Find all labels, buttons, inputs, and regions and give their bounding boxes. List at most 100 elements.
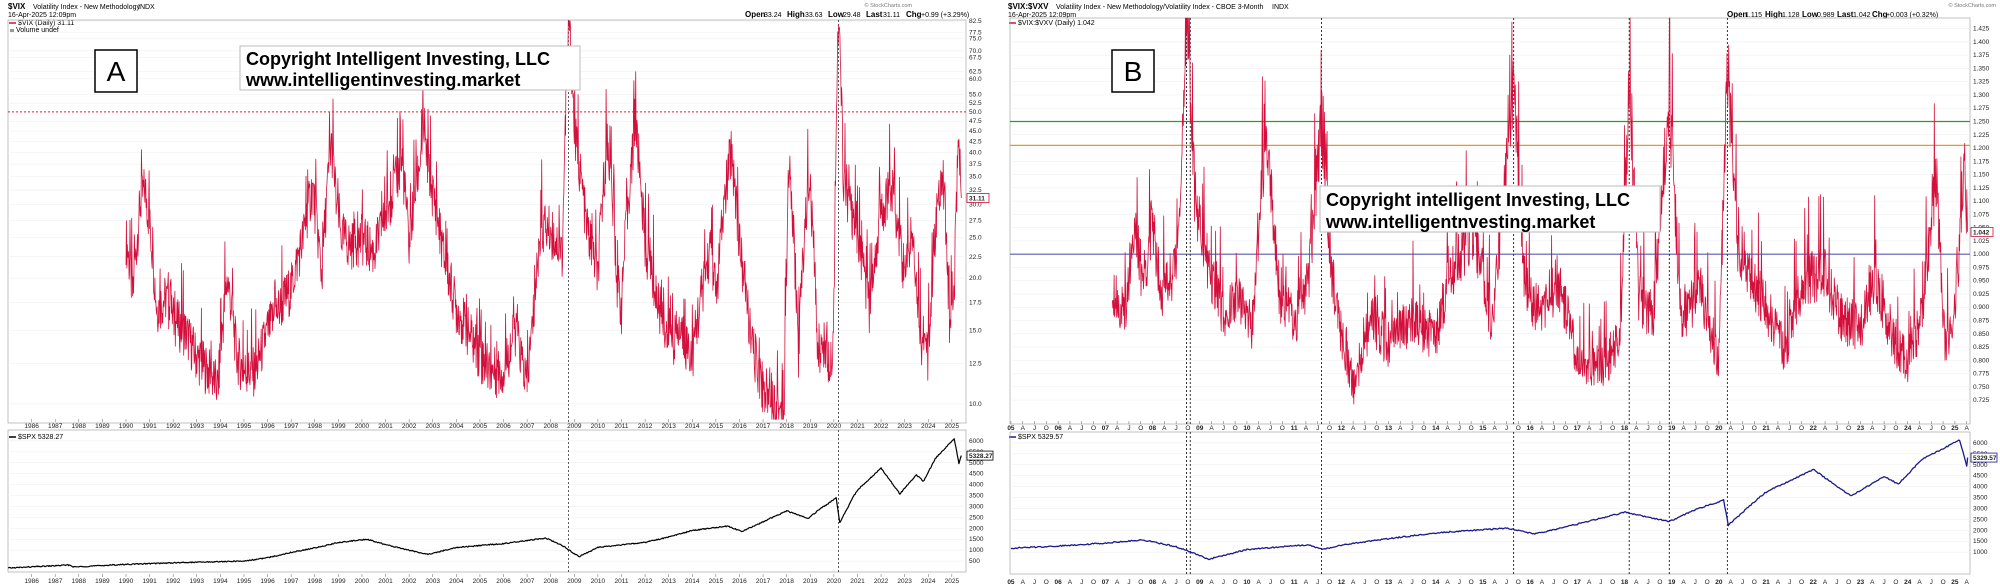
ratio-x-tick-label: O [1893,425,1898,432]
vix-current-value: 31.11 [969,196,985,203]
spxb-x-tick-label: O [1705,579,1710,586]
ratio-y-tick-label: 1.375 [1973,52,1990,59]
spxb-x-tick-label: 12 [1338,579,1346,586]
vix-x-tick-label: 1999 [331,423,346,430]
spxb-x-tick-label: 11 [1291,579,1298,586]
ratio-x-tick-label: 13 [1385,425,1393,432]
ratio-x-tick-label: J [1222,425,1225,432]
ratio-y-tick-label: 1.325 [1973,79,1990,86]
vix-x-tick-label: 2001 [378,423,393,430]
ratio-x-tick-label: A [1729,425,1734,432]
ratio-x-tick-label: O [1610,425,1615,432]
ratio-y-tick-label: 1.075 [1973,211,1990,218]
spxb-y-tick-label: 6000 [1973,440,1988,447]
vix-y-tick-label: 10.0 [969,401,982,408]
spxb-x-tick-label: J [1316,579,1319,586]
spxb-x-tick-label: A [1823,579,1828,586]
ratio-x-tick-label: A [1634,425,1639,432]
spxb-y-tick-label: 2500 [1973,516,1988,523]
spxb-x-tick-label: A [1068,579,1073,586]
vix-x-tick-label: 2004 [449,423,464,430]
ratio-x-tick-label: 07 [1102,425,1110,432]
spxb-x-tick-label: O [1941,579,1946,586]
spxb-x-tick-label: J [1458,579,1461,586]
spxb-series-line [1010,439,1969,561]
vix-y-tick-label: 60.0 [969,76,982,83]
panel-b: $VIX:$VXV Volatility Index - New Methodo… [1007,2,1998,586]
ratio-x-tick-label: O [1469,425,1474,432]
vix-x-tick-label: 1993 [190,423,205,430]
spxb-x-tick-label: A [1965,579,1970,586]
ratio-x-tick-label: O [1327,425,1332,432]
spxb-x-tick-label: J [1599,579,1602,586]
vix-x-tick-label: 1997 [284,423,299,430]
spxa-legend-label: $SPX 5328.27 [18,434,63,441]
spxb-x-tick-label: A [1776,579,1781,586]
vix-y-tick-label: 50.0 [969,109,982,116]
ratio-description: Volatility Index - New Methodology/Volat… [1056,4,1263,11]
ratio-x-tick-label: O [1752,425,1757,432]
spxb-x-tick-label: 24 [1904,579,1912,586]
spxb-x-tick-label: A [1634,579,1639,586]
ratio-x-tick-label: A [1540,425,1545,432]
spxb-x-tick-label: O [1610,579,1615,586]
ratio-low-label: Low [1802,10,1819,19]
spxb-current-value: 5329.57 [1973,455,1997,462]
ratio-x-tick-label: O [1657,425,1662,432]
vix-high-label: High [787,10,805,19]
spxa-x-tick-label: 2005 [473,578,488,585]
ratio-x-tick-label: 16 [1527,425,1535,432]
spxb-x-tick-label: A [1021,579,1026,586]
spxa-y-tick-label: 1500 [969,536,984,543]
vix-y-tick-label: 20.0 [969,275,982,282]
spxa-x-tick-label: 2012 [638,578,653,585]
spxb-x-tick-label: O [1846,579,1851,586]
spxb-x-tick-label: 25 [1951,579,1959,586]
ratio-x-tick-label: J [1410,425,1413,432]
spxa-x-tick-label: 2016 [732,578,747,585]
spxb-x-tick-label: O [1657,579,1662,586]
ratio-x-tick-label: A [1823,425,1828,432]
spxb-y-tick-label: 2000 [1973,527,1988,534]
vix-low: 29.48 [843,12,861,19]
ratio-x-tick-label: J [1505,425,1508,432]
vix-x-tick-label: 2012 [638,423,653,430]
spxa-y-tick-label: 5000 [969,460,984,467]
spxa-x-tick-label: 1986 [24,578,39,585]
ratio-y-tick-label: 1.225 [1973,132,1990,139]
vix-x-tick-label: 2010 [591,423,606,430]
spxb-x-tick-label: J [1882,579,1885,586]
spxa-y-tick-label: 4000 [969,482,984,489]
spxa-x-tick-label: 2006 [496,578,511,585]
spxb-x-tick-label: A [1729,579,1734,586]
spxa-x-tick-label: 2004 [449,578,464,585]
vix-legend-label: $VIX (Daily) 31.11 [18,20,74,27]
ratio-x-tick-label: A [1351,425,1356,432]
spxb-x-tick-label: J [1694,579,1697,586]
ratio-x-tick-label: 17 [1574,425,1582,432]
spxa-x-tick-label: 2015 [709,578,724,585]
spxb-x-tick-label: A [1209,579,1214,586]
vix-exchange: INDX [138,4,155,11]
spxa-y-tick-label: 3500 [969,493,984,500]
ratio-x-tick-label: J [1694,425,1697,432]
vix-x-tick-label: 2016 [732,423,747,430]
ratio-x-tick-label: J [1080,425,1083,432]
vix-y-tick-label: 22.5 [969,254,982,261]
vix-description: Volatility Index - New Methodology [33,4,140,11]
ratio-y-tick-label: 1.425 [1973,26,1990,33]
spxb-x-tick-label: O [1280,579,1285,586]
spxb-x-tick-label: O [1752,579,1757,586]
vix-x-tick-label: 1988 [72,423,87,430]
spxb-x-tick-label: 05 [1007,579,1015,586]
vix-x-tick-label: 2017 [756,423,771,430]
ratio-x-tick-label: 23 [1857,425,1865,432]
vix-x-tick-label: 2022 [874,423,889,430]
spxb-legend-label: $SPX 5329.57 [1018,434,1063,441]
ratio-x-tick-label: 06 [1055,425,1063,432]
spxa-x-tick-label: 1994 [213,578,228,585]
vix-open: 33.24 [764,12,782,19]
spxb-x-tick-label: A [1587,579,1592,586]
ratio-x-tick-label: 14 [1432,425,1440,432]
ratio-ohlc: Open 1.115 High 1.128 Low 0.989 Last 1.0… [1727,10,1938,19]
